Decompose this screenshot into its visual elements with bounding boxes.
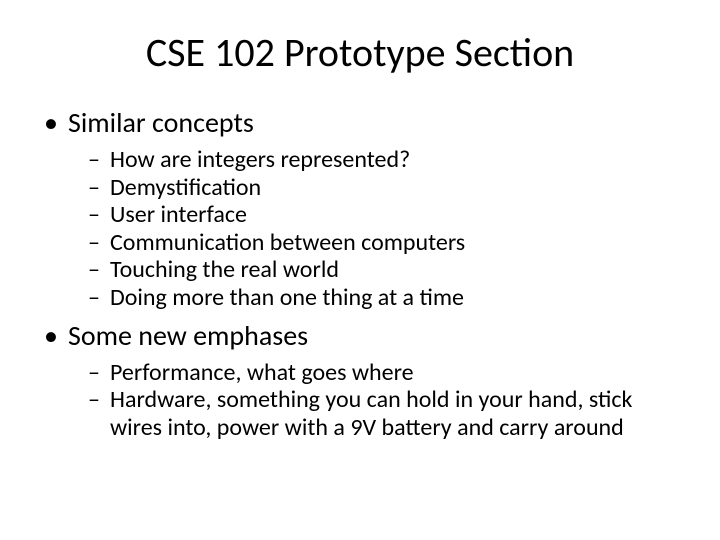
dash-icon: – (88, 359, 110, 387)
bullet-level2: – Performance, what goes where (88, 359, 680, 387)
bullet-level2: – Doing more than one thing at a time (88, 284, 680, 312)
bullet-icon: • (44, 105, 68, 140)
dash-icon: – (88, 284, 110, 312)
bullet-level2: – Touching the real world (88, 256, 680, 284)
sub-label: How are integers represented? (110, 146, 680, 174)
sub-label: Demystification (110, 174, 680, 202)
dash-icon: – (88, 174, 110, 202)
dash-icon: – (88, 201, 110, 229)
sub-label: Hardware, something you can hold in your… (110, 386, 680, 441)
bullet-level2: – User interface (88, 201, 680, 229)
sub-label: Communication between computers (110, 229, 680, 257)
bullet-level2: – How are integers represented? (88, 146, 680, 174)
dash-icon: – (88, 146, 110, 174)
sub-label: Doing more than one thing at a time (110, 284, 680, 312)
bullet-icon: • (44, 318, 68, 353)
sub-label: Performance, what goes where (110, 359, 680, 387)
slide: CSE 102 Prototype Section • Similar conc… (0, 0, 720, 540)
slide-title: CSE 102 Prototype Section (40, 28, 680, 77)
bullet-level1: • Similar concepts (44, 105, 680, 140)
bullet-level2: – Demystification (88, 174, 680, 202)
bullet-level1: • Some new emphases (44, 318, 680, 353)
sub-label: Touching the real world (110, 256, 680, 284)
dash-icon: – (88, 386, 110, 414)
bullet-label: Similar concepts (68, 105, 254, 140)
sub-label: User interface (110, 201, 680, 229)
bullet-label: Some new emphases (68, 318, 308, 353)
bullet-level2: – Communication between computers (88, 229, 680, 257)
dash-icon: – (88, 256, 110, 284)
dash-icon: – (88, 229, 110, 257)
bullet-level2: – Hardware, something you can hold in yo… (88, 386, 680, 441)
